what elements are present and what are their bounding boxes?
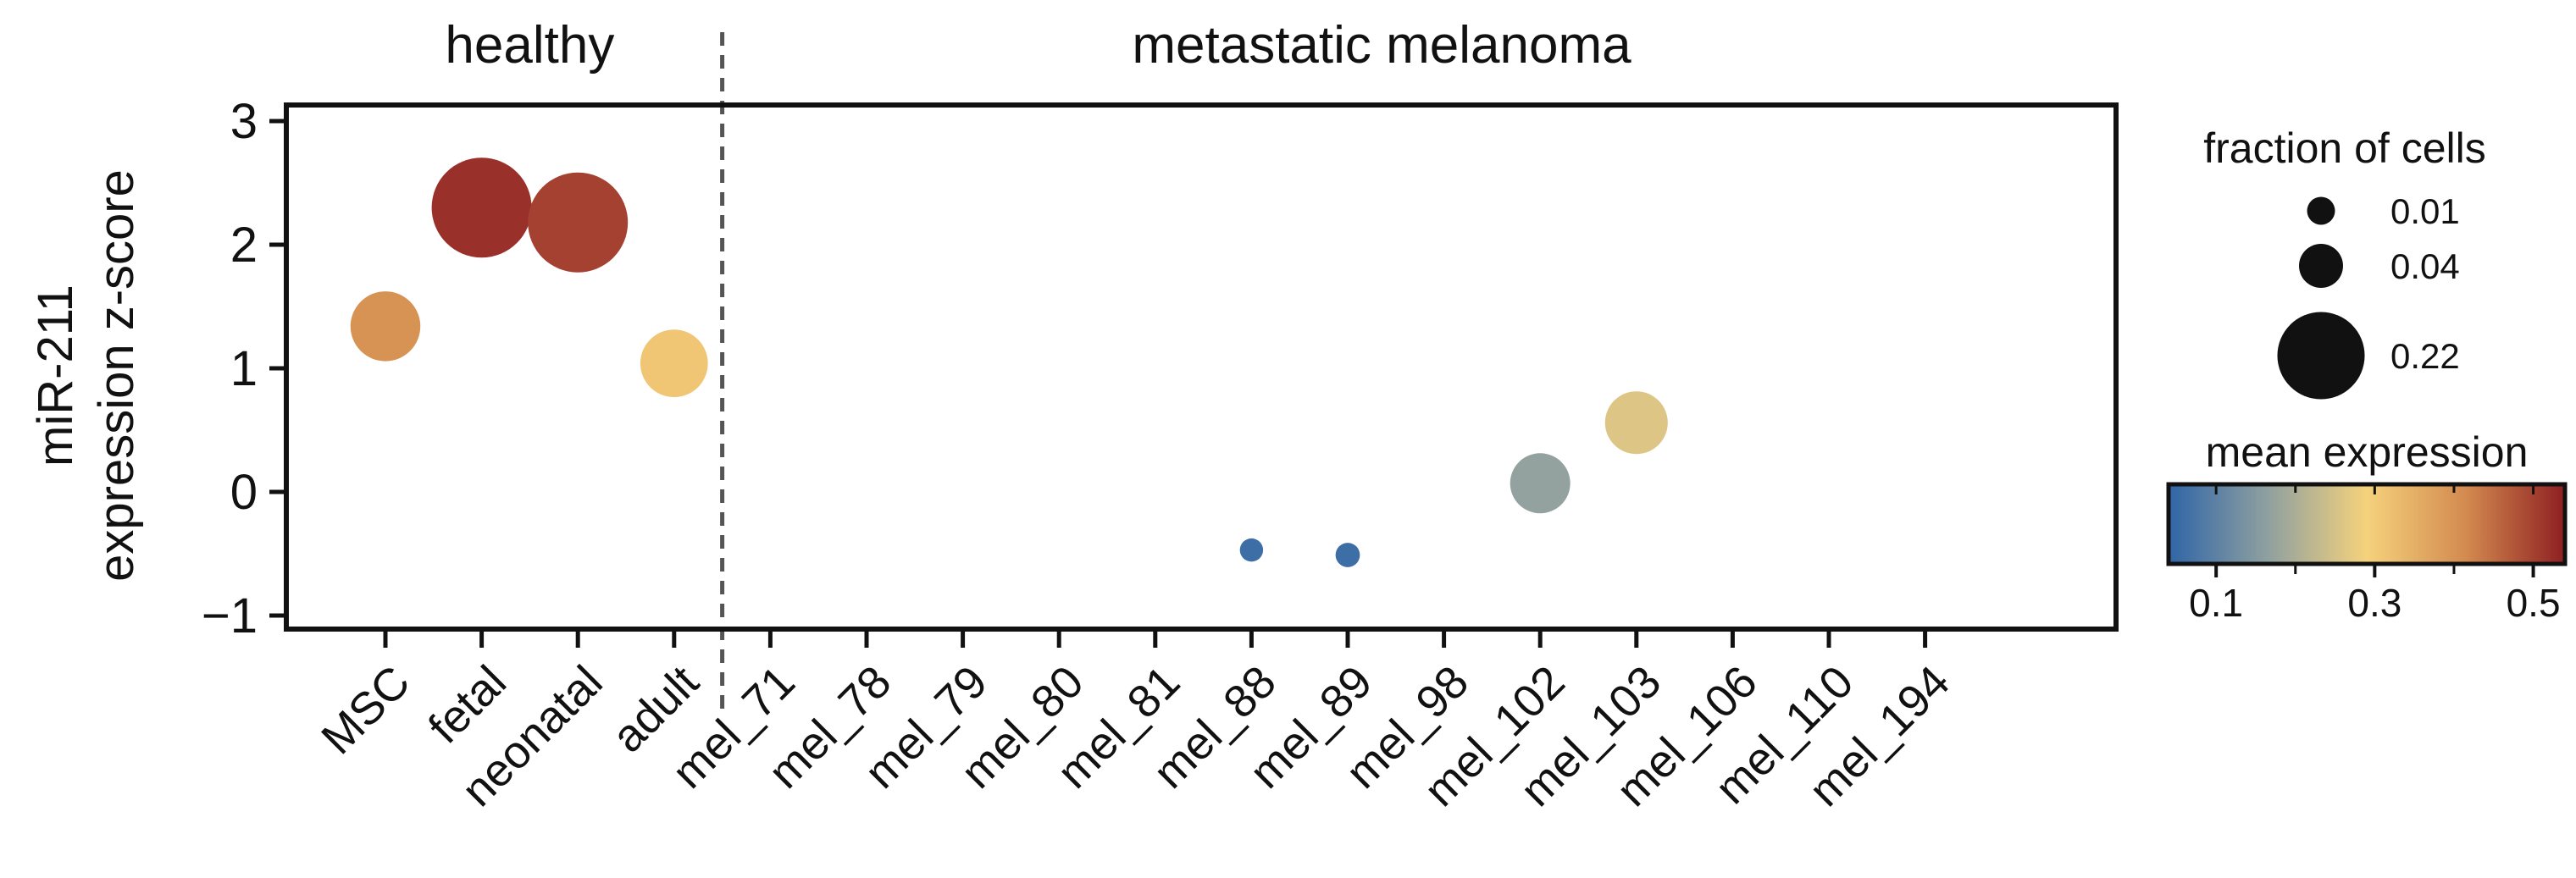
size-legend-label: 0.01	[2390, 191, 2460, 231]
colorbar-gradient	[2166, 482, 2568, 566]
size-legend: fraction of cells 0.01 0.04 0.22	[2203, 124, 2486, 400]
data-point-mel_103	[1604, 391, 1668, 455]
colorbar-tick-label: 0.5	[2507, 581, 2561, 625]
group-labels: healthy metastatic melanoma	[445, 16, 1631, 75]
size-legend-marker	[2299, 244, 2343, 288]
y-axis-ticks: 3 2 1 0 −1	[202, 94, 286, 643]
size-legend-title: fraction of cells	[2203, 124, 2485, 172]
data-point-mel_89	[1335, 543, 1360, 567]
group-label: metastatic melanoma	[1132, 16, 1631, 75]
size-legend-marker	[2307, 196, 2335, 225]
size-legend-label: 0.04	[2390, 246, 2460, 286]
size-legend-marker	[2277, 312, 2365, 400]
data-point-mel_102	[1510, 453, 1571, 514]
colorbar-tick-label: 0.1	[2189, 581, 2243, 625]
y-tick-label: −1	[202, 588, 258, 643]
data-point-neonatal	[528, 172, 629, 273]
x-axis-ticks: MSCfetalneonataladultmel_71mel_78mel_79m…	[312, 629, 1959, 816]
y-axis-title-line1: miR-211	[28, 284, 83, 467]
data-point-adult	[640, 329, 708, 398]
data-point-fetal	[431, 157, 532, 258]
group-label: healthy	[445, 16, 614, 75]
y-tick-label: 2	[230, 218, 258, 273]
data-points	[350, 157, 1668, 567]
colorbar-tick-label: 0.3	[2347, 581, 2401, 625]
y-axis-title-text: miR-211 expression z-score	[28, 169, 144, 582]
colorbar-title: mean expression	[2206, 428, 2529, 476]
y-tick-label: 0	[230, 465, 258, 520]
colorbar: mean expression 0.1 0.3 0.5	[2166, 428, 2568, 625]
y-axis-title-line2: expression z-score	[89, 169, 144, 582]
plot-frame	[284, 102, 2119, 632]
data-point-MSC	[350, 291, 421, 362]
y-axis-title: miR-211 expression z-score	[28, 169, 144, 582]
x-tick-label: MSC	[312, 656, 419, 764]
y-tick-label: 1	[230, 341, 258, 396]
size-legend-label: 0.22	[2390, 336, 2460, 376]
data-point-mel_88	[1239, 538, 1264, 562]
y-tick-label: 3	[230, 94, 258, 149]
